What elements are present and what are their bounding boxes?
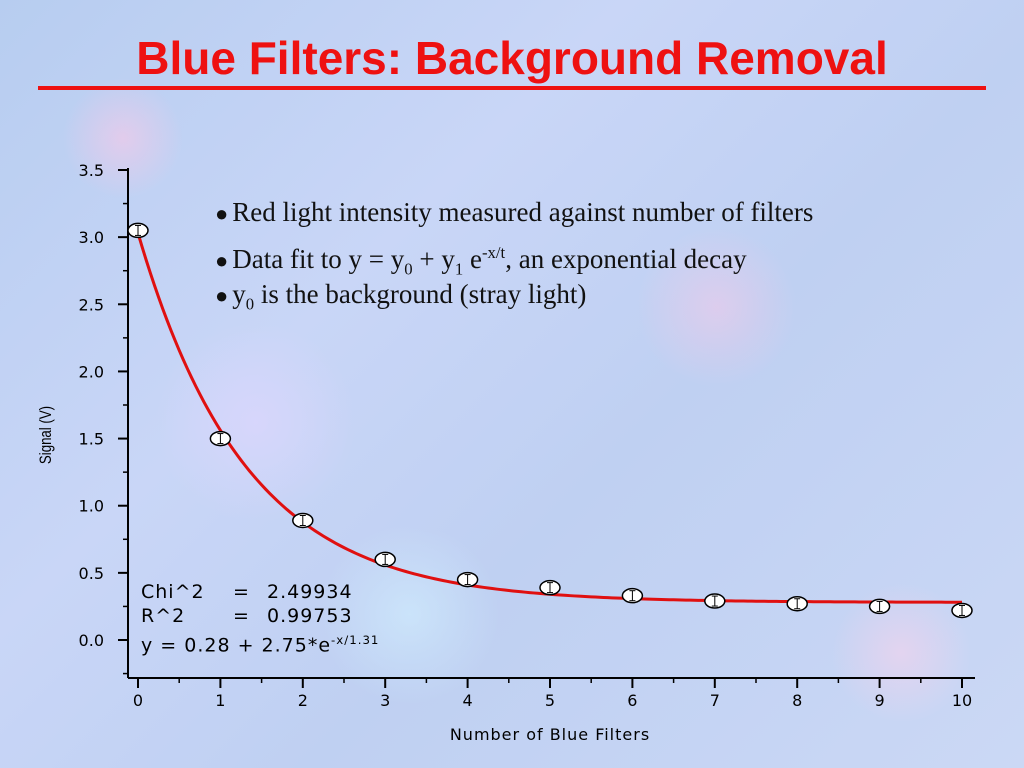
x-tick-label: 1 (215, 691, 225, 710)
bullet-dot-icon: ● (215, 201, 229, 226)
bullet-text: , an exponential decay (505, 244, 747, 274)
r-square-row: R^2 = 0.99753 (141, 604, 379, 628)
bullet-item: ● Data fit to y = y0 + y1 e-x/t, an expon… (215, 235, 975, 279)
superscript: -x/t (481, 243, 506, 262)
x-tick-label: 5 (545, 691, 555, 710)
bullet-text: y (232, 279, 246, 309)
fit-statistics: Chi^2 = 2.49934 R^2 = 0.99753 y = 0.28 + 2.7… (141, 580, 380, 656)
x-tick-label: 10 (952, 691, 972, 710)
title-underline (38, 86, 986, 90)
bullet-text: is the background (stray light) (254, 279, 587, 309)
data-point (621, 587, 644, 604)
bullet-text: Red light intensity measured against num… (232, 197, 814, 227)
data-point (127, 222, 149, 239)
x-tick-label: 4 (463, 691, 473, 710)
bullet-list: ● Red light intensity measured against nu… (215, 194, 975, 317)
data-point (209, 430, 232, 447)
fit-equation: y = 0.28 + 2.75*e (141, 634, 332, 657)
chi-square-row: Chi^2 = 2.49934 (141, 580, 379, 604)
data-point (951, 602, 973, 619)
bullet-item: ● y0 is the background (stray light) (215, 276, 975, 317)
data-point (868, 598, 891, 615)
y-tick-label: 2.5 (79, 295, 104, 314)
bullet-dot-icon: ● (215, 248, 229, 273)
subscript: 1 (454, 259, 464, 279)
y-tick-label: 2.0 (79, 362, 104, 381)
x-axis-title: Number of Blue Filters (450, 725, 650, 744)
subscript: 0 (245, 294, 255, 314)
bullet-dot-icon: ● (215, 283, 229, 308)
x-tick-label: 6 (627, 691, 637, 710)
equals-sign: = (233, 605, 250, 627)
data-point (456, 571, 479, 588)
chi-label: Chi^2 (141, 581, 205, 603)
slide-title: Blue Filters: Background Removal (136, 32, 888, 84)
chi-value: 2.49934 (267, 581, 353, 603)
equals-sign: = (233, 581, 250, 603)
bullet-text: e (463, 244, 482, 274)
data-point (704, 593, 726, 609)
chart-axes: 0.00.51.01.52.02.53.03.50 1 2 3 4 5 6 7 8 9 10 (79, 161, 975, 710)
y-tick-label: 3.0 (79, 228, 104, 247)
y-tick-label: 1.5 (79, 430, 104, 449)
bullet-text: + y (412, 244, 455, 274)
fit-equation-row: y = 0.28 + 2.75*e-x/1.31 (141, 628, 380, 656)
y-axis-title: Signal (V) (37, 406, 56, 464)
r-value: 0.99753 (267, 605, 353, 627)
data-point (786, 595, 808, 612)
data-points (127, 222, 973, 619)
bullet-item: ● Red light intensity measured against nu… (215, 194, 975, 235)
data-point (292, 512, 314, 529)
y-tick-label: 3.5 (79, 161, 104, 180)
y-tick-label: 1.0 (79, 497, 104, 516)
fit-exponent: -x/1.31 (331, 633, 380, 647)
x-tick-label: 3 (380, 691, 390, 710)
data-point (374, 551, 396, 568)
y-tick-label: 0.0 (79, 631, 104, 650)
x-tick-label: 7 (710, 691, 720, 710)
r-label: R^2 (141, 605, 186, 627)
x-tick-label: 8 (792, 691, 802, 710)
subscript: 0 (404, 259, 413, 279)
y-tick-label: 0.5 (79, 564, 104, 583)
x-tick-label: 2 (298, 691, 308, 710)
x-tick-label: 0 (133, 691, 143, 710)
x-tick-label: 9 (875, 691, 885, 710)
data-point (539, 579, 561, 596)
bullet-text: Data fit to y = y (232, 244, 405, 274)
